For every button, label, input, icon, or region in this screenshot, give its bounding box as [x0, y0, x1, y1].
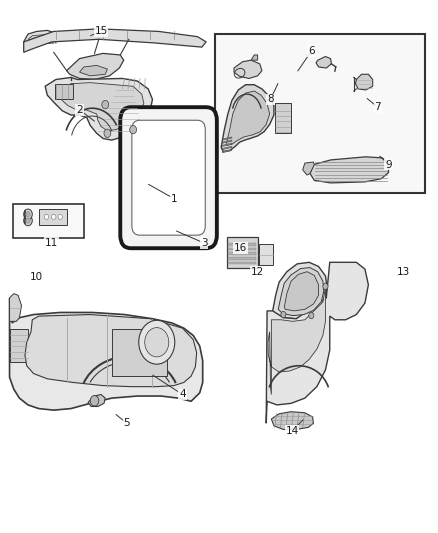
Circle shape: [139, 320, 175, 364]
Polygon shape: [227, 91, 270, 146]
Polygon shape: [28, 35, 51, 41]
Text: 3: 3: [201, 238, 207, 248]
Circle shape: [52, 214, 56, 220]
Circle shape: [24, 215, 32, 226]
Bar: [55, 84, 73, 99]
FancyBboxPatch shape: [120, 107, 217, 248]
Polygon shape: [251, 55, 258, 60]
Bar: [227, 237, 258, 268]
Circle shape: [104, 129, 111, 138]
Text: 10: 10: [30, 272, 43, 282]
Text: 15: 15: [94, 27, 108, 36]
Polygon shape: [221, 85, 274, 151]
Polygon shape: [24, 30, 55, 43]
Text: 6: 6: [308, 46, 314, 56]
FancyBboxPatch shape: [132, 120, 205, 235]
Circle shape: [309, 312, 314, 319]
Text: 8: 8: [267, 94, 274, 104]
Polygon shape: [67, 53, 124, 79]
Circle shape: [102, 100, 109, 109]
Text: 7: 7: [374, 102, 381, 112]
Polygon shape: [223, 149, 232, 152]
Polygon shape: [284, 272, 318, 311]
Circle shape: [145, 328, 169, 357]
Polygon shape: [266, 262, 368, 423]
Polygon shape: [223, 137, 232, 140]
Circle shape: [26, 212, 30, 217]
Circle shape: [90, 395, 99, 406]
Polygon shape: [303, 162, 314, 175]
Circle shape: [24, 209, 32, 220]
Text: 12: 12: [251, 266, 264, 277]
Polygon shape: [45, 77, 152, 140]
Bar: [215, 34, 425, 193]
Text: 11: 11: [45, 238, 58, 248]
Text: 5: 5: [124, 418, 130, 428]
Bar: [39, 209, 67, 225]
Polygon shape: [25, 314, 197, 386]
Bar: [229, 248, 256, 251]
Polygon shape: [234, 60, 262, 78]
Polygon shape: [278, 268, 324, 316]
Text: 9: 9: [385, 160, 392, 169]
Bar: [229, 243, 256, 246]
Text: 1: 1: [171, 193, 177, 204]
Bar: [229, 253, 256, 255]
Polygon shape: [310, 157, 389, 183]
Polygon shape: [268, 287, 325, 394]
Bar: [112, 329, 167, 376]
Text: 14: 14: [285, 426, 299, 436]
Circle shape: [130, 125, 137, 134]
Polygon shape: [88, 394, 105, 407]
Bar: [13, 204, 84, 238]
Polygon shape: [223, 143, 232, 147]
Circle shape: [58, 214, 62, 220]
Polygon shape: [223, 140, 232, 143]
Text: 16: 16: [234, 243, 247, 253]
Bar: [259, 244, 273, 265]
Polygon shape: [24, 29, 206, 52]
Polygon shape: [272, 262, 327, 319]
Circle shape: [281, 311, 286, 318]
Text: 2: 2: [76, 105, 83, 115]
Text: 4: 4: [179, 390, 186, 399]
Polygon shape: [10, 329, 28, 361]
Circle shape: [26, 218, 30, 223]
Circle shape: [323, 283, 328, 289]
Polygon shape: [10, 294, 21, 321]
Polygon shape: [223, 147, 232, 149]
Polygon shape: [79, 66, 107, 76]
Polygon shape: [272, 411, 314, 430]
Polygon shape: [356, 74, 373, 90]
Polygon shape: [316, 56, 332, 68]
Circle shape: [44, 214, 49, 220]
Bar: [229, 257, 256, 260]
Bar: [229, 262, 256, 264]
Text: 13: 13: [397, 266, 410, 277]
Polygon shape: [10, 298, 203, 410]
Polygon shape: [59, 83, 144, 131]
Bar: [275, 103, 291, 133]
